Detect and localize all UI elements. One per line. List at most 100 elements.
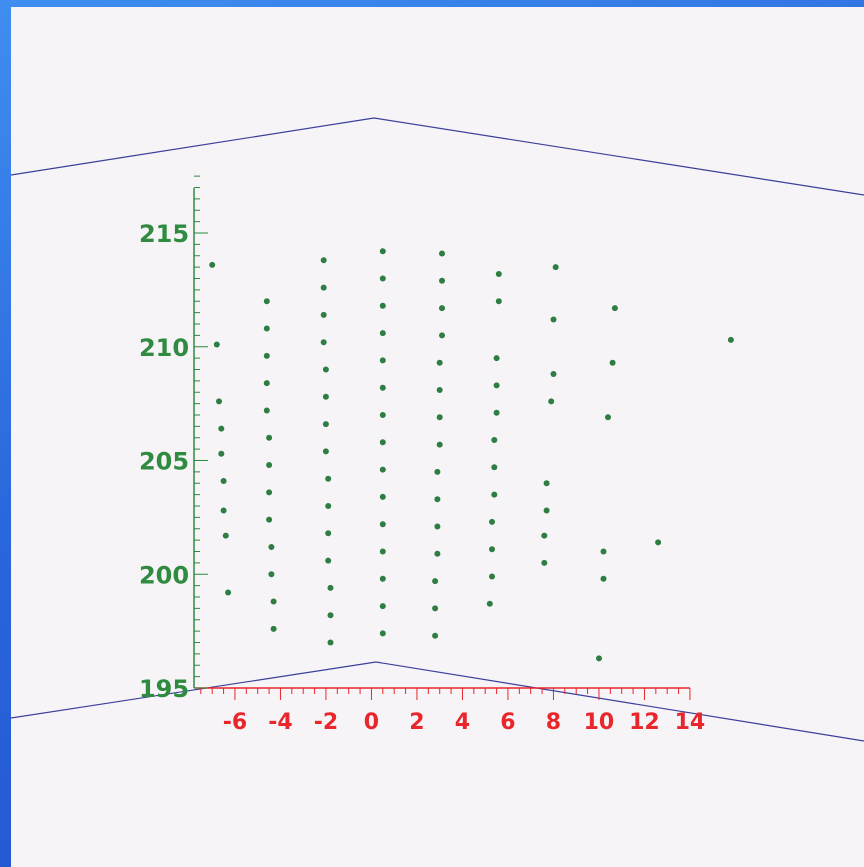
data-point (489, 546, 495, 553)
data-point (495, 271, 502, 277)
data-point (439, 277, 445, 284)
data-point (327, 639, 334, 646)
x-tick-label: 2 (409, 710, 424, 735)
data-point (263, 352, 270, 359)
data-point (379, 630, 386, 637)
data-point (322, 421, 329, 428)
y-tick-label: 195 (139, 675, 189, 703)
data-point (268, 571, 275, 578)
data-point (327, 612, 334, 619)
x-tick-label: -4 (268, 710, 292, 735)
tick-labels: 195 200 205 210 215 -6 -4 -2 0 2 4 6 8 10 12 14 (139, 220, 705, 735)
data-point (263, 380, 270, 387)
y-tick-label: 215 (139, 220, 189, 248)
data-point (491, 491, 498, 498)
data-point (266, 462, 273, 468)
data-point (268, 544, 275, 550)
data-point (600, 548, 607, 555)
x-tick-label: 10 (584, 710, 615, 735)
data-point (213, 341, 220, 348)
data-point (225, 589, 232, 596)
data-point (220, 478, 227, 484)
data-point (270, 598, 277, 605)
x-tick-label: 6 (500, 710, 515, 735)
x-tick-label: 4 (455, 710, 470, 735)
data-point (379, 521, 386, 528)
data-point (379, 493, 386, 500)
data-point (611, 305, 618, 312)
data-point (541, 532, 548, 539)
data-point (489, 573, 495, 580)
data-point (379, 548, 386, 555)
data-point (434, 496, 441, 503)
data-point (266, 434, 273, 441)
data-point (432, 578, 439, 585)
data-point (218, 425, 225, 432)
data-point (263, 407, 270, 414)
data-point (727, 336, 734, 343)
data-point (489, 518, 495, 525)
data-point (439, 305, 445, 312)
y-tick-label: 200 (139, 561, 189, 589)
data-point (379, 412, 386, 418)
data-point (439, 332, 445, 339)
data-point (434, 523, 441, 530)
data-point (436, 414, 443, 421)
tick-marks (194, 175, 691, 700)
data-point (548, 398, 555, 405)
data-point (436, 441, 443, 448)
data-point (541, 559, 548, 566)
data-point (379, 384, 386, 391)
data-point (222, 532, 229, 539)
data-point (432, 605, 439, 612)
data-point (322, 448, 329, 455)
x-tick-label: 0 (364, 710, 379, 735)
data-point (325, 503, 332, 509)
data-point (216, 398, 222, 405)
data-point (379, 275, 386, 282)
data-point (263, 298, 270, 305)
data-point (493, 382, 500, 389)
data-point (379, 248, 386, 255)
frame-line-1 (11, 117, 375, 176)
frame-line-3 (11, 661, 377, 719)
data-point (543, 507, 550, 514)
data-point (320, 284, 327, 291)
data-point (543, 480, 550, 487)
data-point (379, 302, 386, 309)
data-point (325, 557, 332, 564)
data-point (322, 393, 329, 400)
data-point (436, 387, 443, 393)
data-point (550, 316, 557, 323)
y-tick-label: 205 (139, 448, 189, 476)
data-point (325, 475, 332, 482)
data-point (379, 603, 386, 610)
plot-panel: 195 200 205 210 215 -6 -4 -2 0 2 4 6 8 10 12 14 (11, 7, 864, 867)
data-point (220, 507, 227, 514)
data-point (491, 437, 498, 443)
data-point (379, 575, 386, 582)
data-point (605, 414, 611, 421)
data-point (218, 450, 225, 457)
data-point (266, 516, 273, 523)
data-point (379, 439, 386, 446)
data-point (552, 264, 559, 271)
x-tick-label: 8 (546, 710, 561, 735)
data-point (327, 584, 334, 591)
data-point (266, 489, 273, 496)
data-point (493, 409, 500, 416)
data-point (596, 655, 602, 662)
data-point (270, 625, 277, 632)
data-point (209, 261, 216, 268)
data-point (434, 468, 441, 475)
data-point (486, 600, 493, 607)
data-point (379, 357, 386, 364)
frame-line-2 (373, 117, 864, 196)
data-point (439, 250, 445, 257)
data-point (320, 257, 327, 264)
data-point (495, 298, 502, 305)
data-point (263, 325, 270, 332)
data-point (320, 311, 327, 318)
data-point (322, 366, 329, 373)
data-point (434, 550, 441, 557)
